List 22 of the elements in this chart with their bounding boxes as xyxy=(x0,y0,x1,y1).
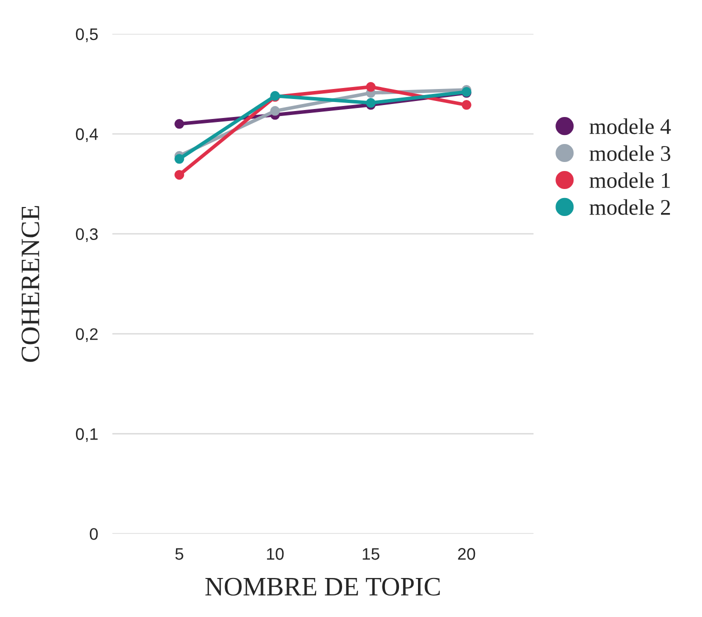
x-tick-label: 15 xyxy=(362,548,380,560)
legend-label: modele 2 xyxy=(590,199,670,215)
x-axis-title: NOMBRE DE TOPIC xyxy=(205,578,440,596)
y-tick-label: 0,2 xyxy=(76,328,98,342)
y-tick-label: 0,1 xyxy=(76,428,98,442)
legend-label: modele 3 xyxy=(590,145,670,162)
point xyxy=(174,170,184,180)
point xyxy=(270,106,280,116)
point xyxy=(174,119,184,129)
point xyxy=(174,154,184,164)
x-tick-label: 5 xyxy=(175,548,184,560)
x-tick-label: 20 xyxy=(458,548,476,560)
point xyxy=(366,82,376,92)
x-tick-label: 10 xyxy=(267,548,284,560)
legend-label: modele 4 xyxy=(590,118,671,134)
y-tick-label: 0,5 xyxy=(76,28,98,42)
legend-label: modele 1 xyxy=(590,172,670,188)
point xyxy=(462,100,472,110)
y-tick-label: 0 xyxy=(90,528,98,540)
y-axis-title: COHERENCE xyxy=(22,206,40,362)
y-tick-label: 0,4 xyxy=(76,128,98,142)
y-tick-label: 0,3 xyxy=(76,228,98,242)
